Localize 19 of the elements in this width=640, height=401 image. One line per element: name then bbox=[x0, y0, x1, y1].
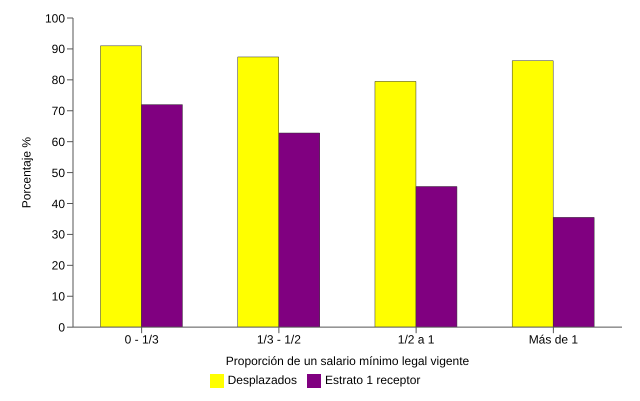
y-tick-label: 20 bbox=[52, 258, 66, 273]
x-tick-label: 1/3 - 1/2 bbox=[256, 332, 302, 347]
x-axis-title: Proporción de un salario mínimo legal vigente bbox=[226, 354, 470, 368]
y-tick-label: 80 bbox=[52, 73, 66, 88]
y-tick-label: 40 bbox=[52, 196, 66, 211]
y-tick-label: 10 bbox=[52, 290, 66, 304]
y-tick-label: 0 bbox=[58, 320, 66, 334]
legend-label: Desplazados bbox=[228, 373, 297, 388]
y-tick-label: 90 bbox=[52, 42, 66, 56]
y-tick-label: 100 bbox=[44, 11, 66, 26]
y-tick-label: 70 bbox=[52, 104, 66, 118]
x-tick-label: 1/2 a 1 bbox=[398, 332, 435, 347]
y-axis-title: Porcentaje % bbox=[19, 136, 34, 208]
y-tick-label: 60 bbox=[52, 134, 66, 149]
x-tick-label: Más de 1 bbox=[528, 332, 578, 347]
legend-label: Estrato 1 receptor bbox=[324, 373, 420, 388]
y-tick-label: 30 bbox=[52, 228, 66, 242]
y-tick-label: 50 bbox=[52, 166, 66, 180]
x-tick-label: 0 - 1/3 bbox=[124, 332, 159, 347]
